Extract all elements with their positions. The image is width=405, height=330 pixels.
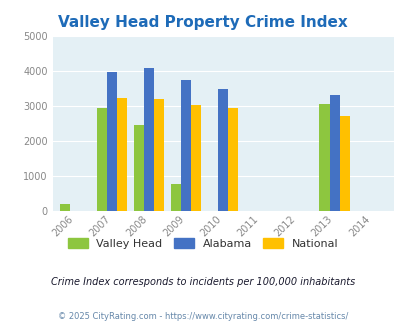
Bar: [191, 105, 201, 211]
Bar: [339, 116, 349, 211]
Text: Valley Head Property Crime Index: Valley Head Property Crime Index: [58, 15, 347, 30]
Bar: [218, 89, 228, 211]
Legend: Valley Head, Alabama, National: Valley Head, Alabama, National: [67, 238, 338, 249]
Bar: [171, 184, 181, 211]
Bar: [154, 99, 164, 211]
Bar: [97, 108, 107, 211]
Bar: [134, 125, 144, 211]
Bar: [117, 98, 127, 211]
Bar: [107, 72, 117, 211]
Bar: [60, 204, 70, 211]
Bar: [329, 95, 339, 211]
Bar: [181, 80, 191, 211]
Bar: [228, 108, 238, 211]
Bar: [319, 104, 329, 211]
Text: Crime Index corresponds to incidents per 100,000 inhabitants: Crime Index corresponds to incidents per…: [51, 277, 354, 287]
Bar: [144, 69, 154, 211]
Text: © 2025 CityRating.com - https://www.cityrating.com/crime-statistics/: © 2025 CityRating.com - https://www.city…: [58, 312, 347, 321]
